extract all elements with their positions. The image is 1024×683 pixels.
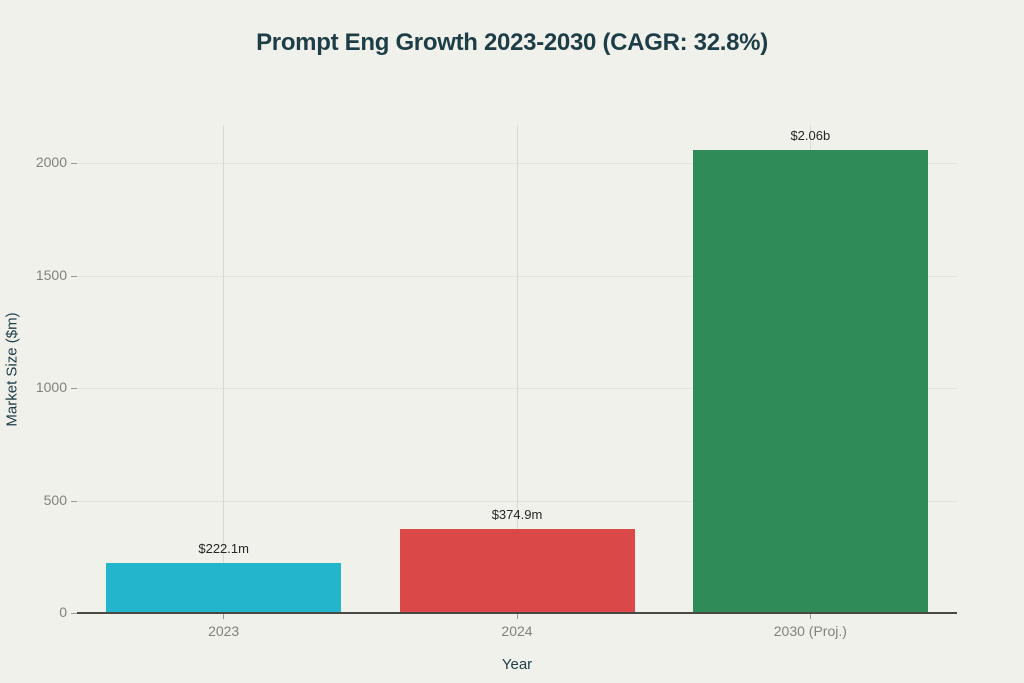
y-tick-label: 1000 (35, 379, 67, 396)
y-tick-label: 1500 (35, 266, 67, 283)
bar (399, 528, 635, 613)
bar-value-label: $2.06b (790, 127, 831, 143)
x-tick-label: 2030 (Proj.) (773, 623, 847, 639)
y-tick (71, 500, 77, 502)
x-tick-label: 2023 (208, 623, 240, 639)
x-tick (516, 614, 518, 619)
bar (692, 149, 928, 613)
y-tick-label: 2000 (35, 154, 67, 171)
x-axis-title: Year (501, 656, 533, 673)
y-tick (71, 388, 77, 390)
x-tick-label: 2024 (501, 623, 533, 639)
bar (106, 563, 342, 613)
y-axis-title: Market Size ($m) (0, 125, 24, 613)
chart-title: Prompt Eng Growth 2023-2030 (CAGR: 32.8%… (256, 29, 768, 56)
bar-value-label: $374.9m (491, 506, 543, 522)
x-gridline (516, 125, 518, 613)
y-tick (71, 275, 77, 277)
bar-value-label: $222.1m (198, 541, 249, 557)
y-tick-label: 500 (43, 491, 67, 508)
y-tick-label: 0 (59, 604, 67, 620)
y-axis-title-text: Market Size ($m) (3, 311, 21, 427)
y-tick (71, 163, 77, 165)
x-tick (809, 614, 811, 619)
x-gridline (223, 125, 225, 613)
y-tick (71, 613, 77, 614)
plot-area: $222.1m $374.9m $2.06b 0 500 1000 1500 2000 2023… (36, 125, 957, 639)
x-tick (223, 614, 225, 619)
x-axis-line (77, 612, 957, 614)
